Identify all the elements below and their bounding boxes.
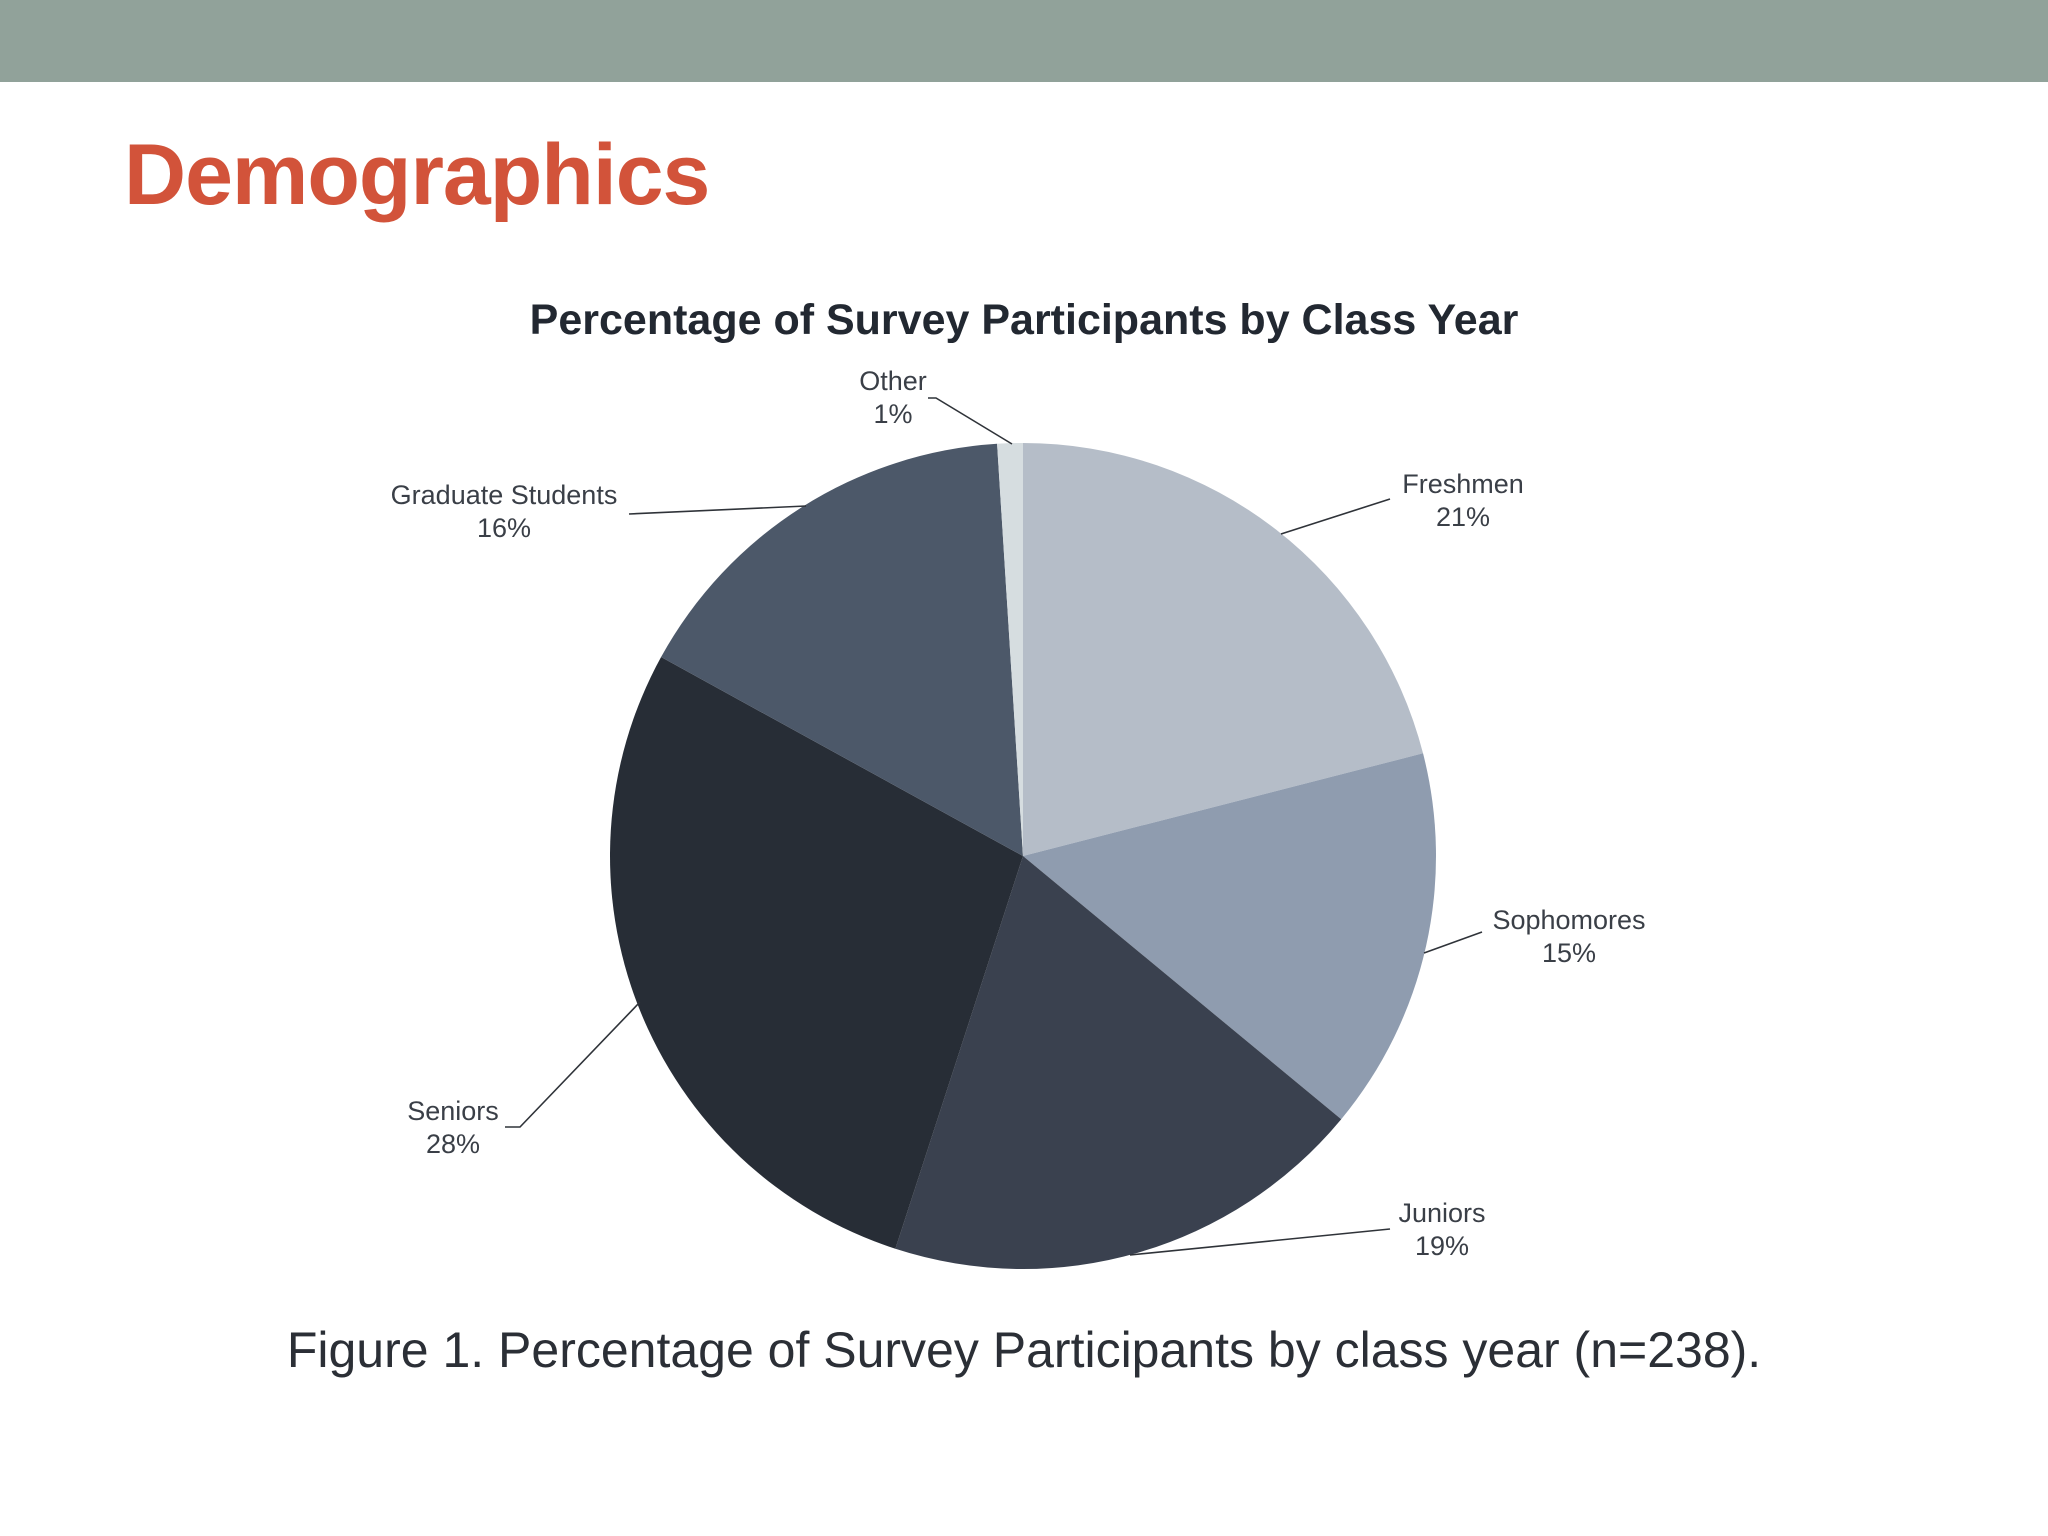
pie-slice-juniors	[895, 856, 1342, 1270]
slice-label-value: 28%	[426, 1129, 480, 1159]
slice-label-value: 15%	[1542, 938, 1596, 968]
slice-label-name: Freshmen	[1402, 469, 1524, 499]
leader-line-sophomores	[1423, 931, 1483, 954]
slice-label-value: 1%	[873, 399, 912, 429]
pie-slice-seniors	[610, 657, 1023, 1249]
slice-label-seniors: Seniors 28%	[407, 1096, 499, 1159]
leader-line-juniors	[1129, 1228, 1391, 1256]
slice-label-graduate-students: Graduate Students 16%	[391, 480, 618, 543]
slice-label-juniors: Juniors 19%	[1398, 1198, 1485, 1261]
slice-label-freshmen: Freshmen 21%	[1402, 469, 1524, 532]
slice-label-name: Juniors	[1398, 1198, 1485, 1228]
pie-slices	[610, 443, 1436, 1270]
leader-line-other	[928, 397, 1013, 445]
leader-line-freshmen	[1280, 498, 1391, 535]
pie-slice-sophomores	[1023, 753, 1436, 1120]
slice-label-name: Seniors	[407, 1096, 499, 1126]
pie-slice-graduate-students	[661, 443, 1023, 856]
pie-slice-freshmen	[1023, 443, 1424, 856]
slice-label-value: 19%	[1415, 1231, 1469, 1261]
slice-labels: Freshmen 21% Sophomores 15% Juniors 19% Senior…	[391, 366, 1646, 1261]
slice-label-name: Graduate Students	[391, 480, 618, 510]
slice-label-name: Other	[859, 366, 927, 396]
slice-label-other: Other 1%	[859, 366, 927, 429]
pie-chart: Freshmen 21% Sophomores 15% Juniors 19% Senior…	[391, 366, 1646, 1270]
slice-label-name: Sophomores	[1492, 905, 1645, 935]
slide-title: Demographics	[124, 127, 710, 223]
slice-label-value: 21%	[1436, 502, 1490, 532]
slice-label-value: 16%	[477, 513, 531, 543]
leader-line-graduate-students	[628, 505, 807, 515]
chart-title: Percentage of Survey Participants by Cla…	[529, 296, 1519, 344]
pie-slice-other	[997, 443, 1023, 856]
header-bar	[0, 0, 2048, 82]
leader-line-seniors	[505, 1001, 641, 1128]
leader-lines	[505, 397, 1483, 1256]
slice-label-sophomores: Sophomores 15%	[1492, 905, 1645, 968]
figure-caption: Figure 1. Percentage of Survey Participa…	[286, 1322, 1762, 1378]
